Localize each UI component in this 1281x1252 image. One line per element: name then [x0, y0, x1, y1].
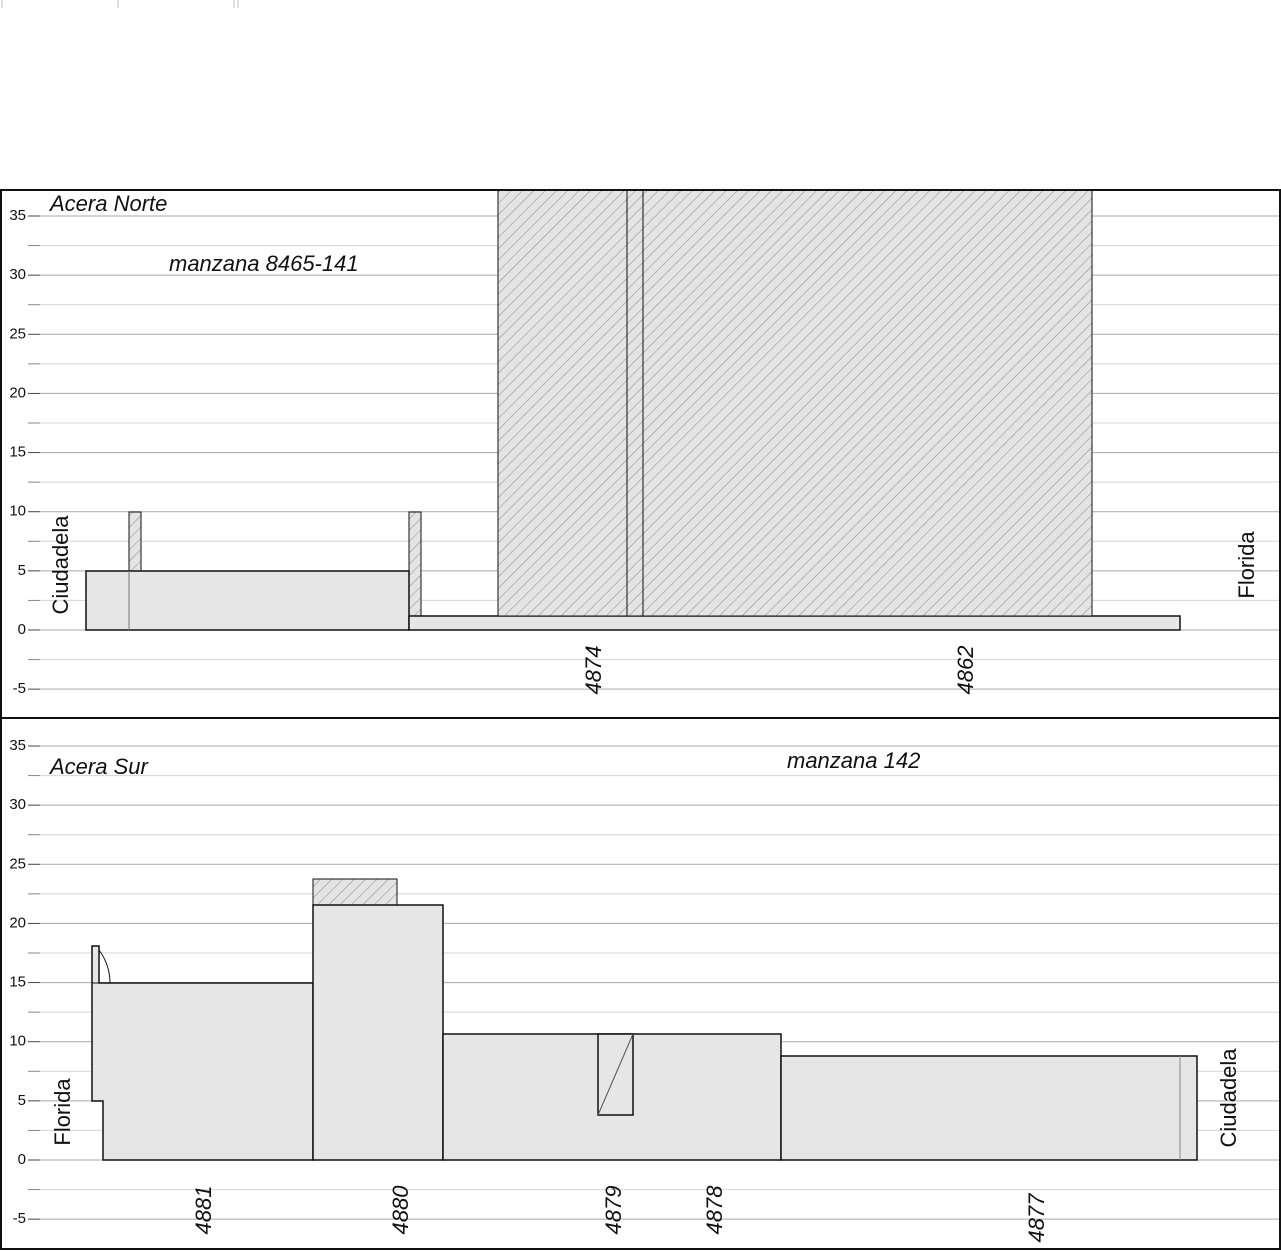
street-label: Ciudadela	[48, 515, 73, 615]
building	[780, 1055, 1198, 1161]
y-tick-label: 25	[9, 325, 26, 342]
building	[85, 570, 410, 631]
notch-diagonal	[597, 1033, 634, 1116]
y-tick-label: 30	[9, 266, 26, 283]
lot-label: 4879	[601, 1186, 626, 1235]
y-tick-label: 35	[9, 737, 26, 754]
hatched-post	[128, 511, 142, 572]
tower	[497, 189, 1093, 617]
street-label: Florida	[1234, 531, 1259, 599]
panel-frame	[0, 717, 1281, 1250]
y-tick-label: -5	[13, 1210, 26, 1227]
y-tick-label: 20	[9, 914, 26, 931]
y-tick-label: 10	[9, 1033, 26, 1050]
building	[312, 904, 444, 1161]
y-tick-label: 20	[9, 384, 26, 401]
y-tick-label: 5	[18, 1092, 26, 1109]
hatched-post	[408, 511, 422, 617]
block-label: manzana 142	[787, 748, 920, 773]
lot-label: 4877	[1024, 1193, 1049, 1243]
top-marks	[1, 0, 239, 8]
panel-title: Acera Sur	[48, 754, 149, 779]
base-strip	[408, 615, 1181, 631]
ornament	[98, 949, 111, 984]
north-buildings	[85, 189, 1181, 631]
lot-label: 4880	[388, 1185, 413, 1235]
street-label: Florida	[50, 1078, 75, 1146]
building	[91, 945, 314, 1161]
y-tick-label: 30	[9, 796, 26, 813]
street-label: Ciudadela	[1216, 1048, 1241, 1148]
y-tick-label: 25	[9, 855, 26, 872]
y-tick-label: 35	[9, 207, 26, 224]
y-tick-label: 15	[9, 974, 26, 991]
y-tick-label: 0	[18, 621, 26, 638]
block-label: manzana 8465-141	[169, 251, 359, 276]
lot-label: 4862	[953, 646, 978, 695]
y-tick-label: -5	[13, 680, 26, 697]
y-tick-label: 5	[18, 562, 26, 579]
y-tick-label: 15	[9, 444, 26, 461]
panel-title: Acera Norte	[48, 191, 167, 216]
hatched-setback	[312, 878, 398, 906]
lot-label: 4881	[191, 1186, 216, 1235]
lot-label: 4874	[581, 646, 606, 695]
y-tick-label: 0	[18, 1151, 26, 1168]
y-tick-label: 10	[9, 503, 26, 520]
south-buildings	[91, 878, 1198, 1161]
tower-joint	[626, 189, 644, 617]
lot-label: 4878	[702, 1185, 727, 1235]
